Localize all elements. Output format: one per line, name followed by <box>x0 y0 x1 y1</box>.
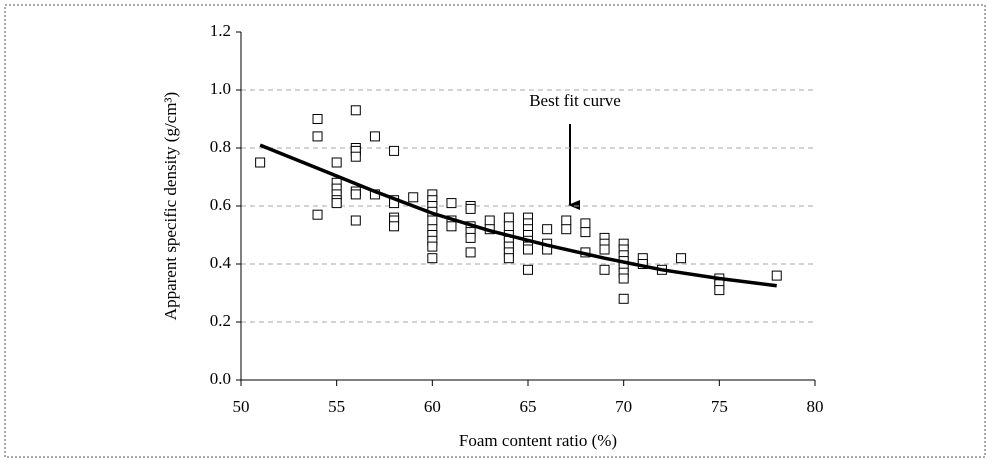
x-tick-label: 55 <box>328 397 345 416</box>
data-point <box>523 244 533 255</box>
data-point <box>427 253 438 264</box>
data-point <box>408 192 419 203</box>
data-point <box>312 209 323 220</box>
data-point <box>446 221 457 232</box>
x-tick-label: 70 <box>615 397 632 416</box>
data-point <box>350 105 361 116</box>
data-point <box>503 253 514 264</box>
y-tick-label: 0.2 <box>210 311 231 330</box>
data-point <box>350 189 361 200</box>
x-tick-label: 65 <box>520 397 537 416</box>
data-point <box>465 247 476 258</box>
data-point <box>561 224 572 235</box>
data-point <box>389 221 400 232</box>
data-point <box>312 131 323 142</box>
data-point <box>350 215 361 226</box>
data-point <box>389 145 400 156</box>
x-tick-label: 75 <box>711 397 728 416</box>
data-point <box>542 224 553 235</box>
y-tick-label: 0.4 <box>210 253 232 272</box>
y-tick-label: 1.0 <box>210 79 231 98</box>
data-point <box>465 203 476 214</box>
y-axis-label: Apparent specific density (g/cm³) <box>161 92 180 320</box>
frame <box>4 4 986 458</box>
data-point <box>446 198 457 209</box>
annotation: Best fit curve <box>529 91 621 110</box>
x-tick-label: 80 <box>807 397 824 416</box>
data-point <box>465 232 476 243</box>
data-point <box>331 198 342 209</box>
data-point <box>427 241 438 252</box>
data-point <box>503 212 514 223</box>
data-point <box>427 215 438 226</box>
x-axis-label: Foam content ratio (%) <box>459 431 617 450</box>
data-point <box>561 215 572 226</box>
data-point <box>350 151 361 162</box>
data-point <box>369 131 380 142</box>
data-point <box>312 114 323 124</box>
y-tick-label: 0.8 <box>210 137 231 156</box>
data-point <box>618 293 629 304</box>
data-point <box>484 215 495 226</box>
data-point <box>331 157 342 168</box>
data-point <box>523 264 533 275</box>
data-point <box>503 221 514 232</box>
fit-curve <box>259 143 777 288</box>
data-point <box>599 244 610 255</box>
x-tick-label: 60 <box>424 397 441 416</box>
data-point <box>599 264 610 275</box>
data-point <box>580 227 591 238</box>
data-point <box>618 273 629 284</box>
data-point <box>771 270 782 281</box>
y-tick-label: 0.6 <box>210 195 231 214</box>
data-point <box>714 285 725 296</box>
x-tick-label: 50 <box>233 397 250 416</box>
data-point <box>580 218 591 229</box>
y-tick-label: 1.2 <box>210 21 231 40</box>
data-point <box>255 157 266 168</box>
y-tick-label: 0.0 <box>210 369 231 388</box>
data-point <box>676 253 687 264</box>
